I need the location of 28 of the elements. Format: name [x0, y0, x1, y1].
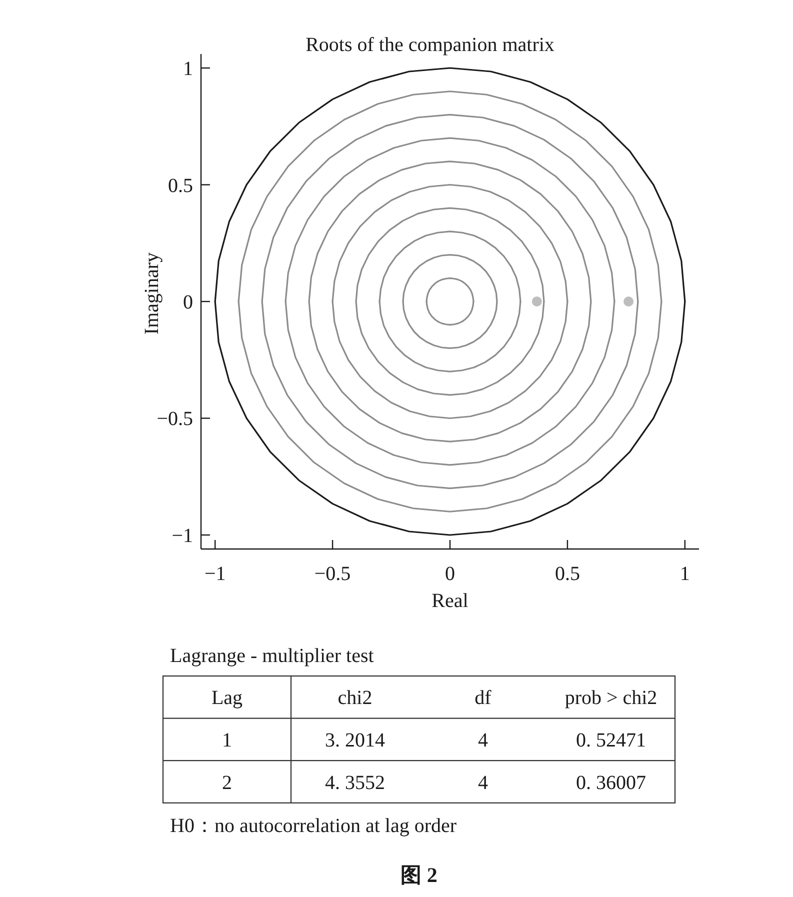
xtick-label: 0.5	[554, 563, 580, 585]
table-header: prob > chi2	[564, 687, 658, 710]
table-cell: 0. 36007	[576, 772, 646, 794]
xtick-label: −1	[204, 563, 226, 585]
table-cell: 0. 52471	[576, 729, 646, 752]
note: H0：no autocorrelation at lag order	[170, 814, 457, 837]
table-header: Lag	[211, 687, 243, 710]
table-cell: 3. 2014	[325, 729, 385, 752]
table-cell: 4. 3552	[325, 772, 385, 794]
ylabel: Imaginary	[141, 252, 163, 335]
xtick-label: −0.5	[314, 563, 351, 585]
table-title: Lagrange - multiplier test	[170, 645, 374, 667]
table-cell: 2	[222, 772, 232, 794]
table-cell: 4	[478, 772, 488, 794]
xlabel: Real	[432, 590, 468, 612]
ytick-label: 0.5	[168, 174, 193, 197]
caption: 图 2	[400, 862, 438, 887]
ytick-label: 1	[183, 58, 193, 80]
title: Roots of the companion matrix	[306, 34, 554, 56]
table-cell: 1	[222, 729, 232, 752]
table-cell: 4	[478, 729, 488, 752]
xtick-label: 1	[680, 563, 690, 585]
table-header: df	[474, 687, 492, 710]
table-header: chi2	[338, 687, 372, 710]
xtick-label: 0	[445, 563, 455, 585]
ytick-label: −1	[172, 525, 193, 547]
ytick-label: 0	[183, 292, 193, 314]
ytick-label: −0.5	[156, 408, 193, 430]
